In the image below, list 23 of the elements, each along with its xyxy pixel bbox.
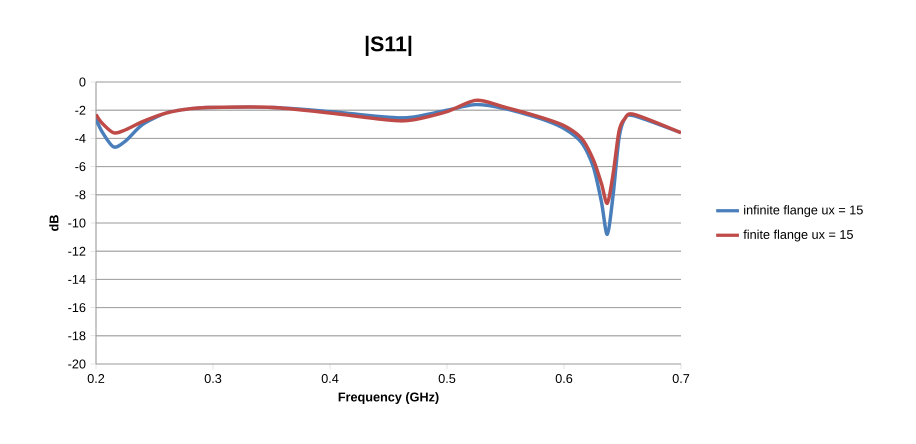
y-tick-label: -10 (68, 218, 86, 228)
x-tick-label: 0.2 (88, 374, 104, 384)
x-tick-label: 0.5 (438, 374, 456, 384)
x-axis-title: Frequency (GHz) (338, 392, 439, 404)
y-tick-label: -6 (75, 162, 86, 172)
x-tick-label: 0.6 (556, 374, 572, 384)
legend-label: infinite flange ux = 15 (744, 205, 863, 217)
y-tick-label: -18 (68, 331, 86, 340)
chart-title: |S11| (366, 36, 412, 56)
y-tick-label: -16 (68, 303, 86, 312)
x-tick-label: 0.3 (204, 374, 222, 384)
y-tick-label: -20 (68, 360, 86, 368)
y-axis-title: dB (49, 215, 59, 231)
y-tick-label: -14 (68, 275, 86, 284)
y-tick-label: -8 (75, 190, 86, 200)
legend-label: finite flange ux = 15 (743, 230, 853, 242)
x-tick-label: 0.7 (672, 374, 690, 384)
y-tick-label: -2 (75, 106, 86, 115)
x-tick-label: 0.4 (322, 374, 338, 384)
y-tick-label: 0 (79, 78, 86, 86)
line-series (96, 98, 681, 205)
y-tick-label: -4 (75, 134, 86, 143)
y-tick-label: -12 (68, 246, 86, 256)
